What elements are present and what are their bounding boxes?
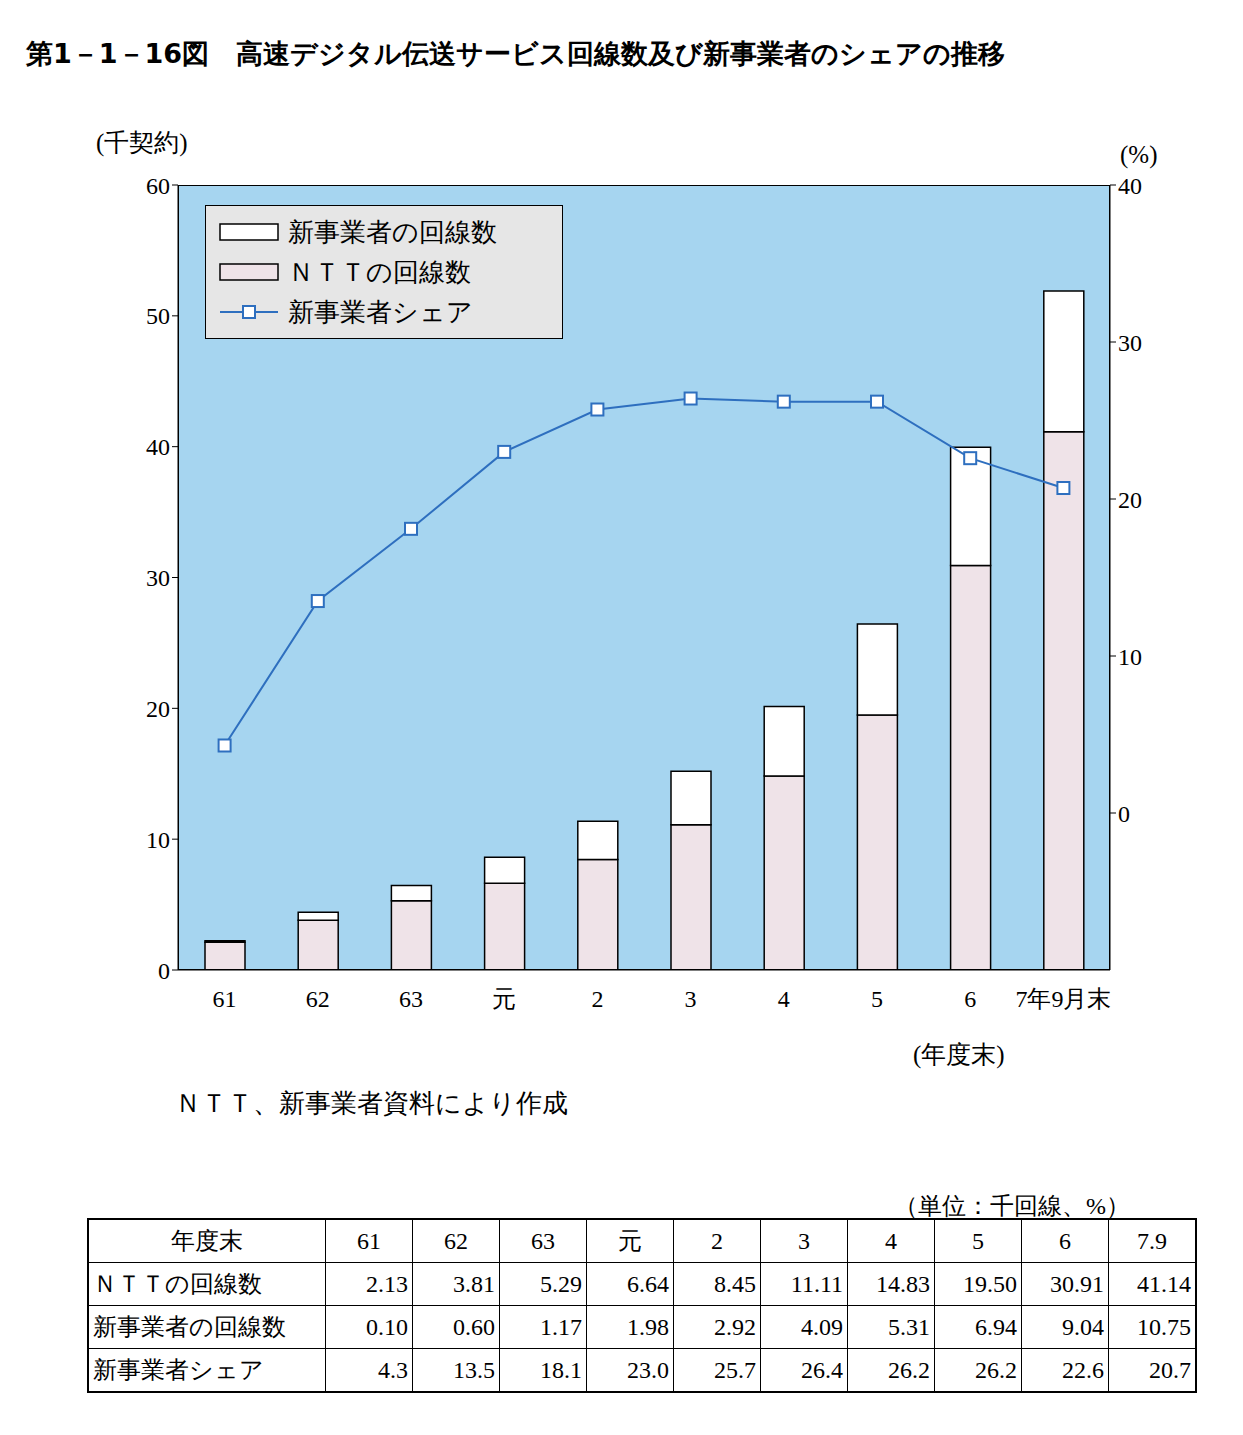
html-text:14.83: 14.83 xyxy=(876,1270,930,1297)
html-text:4.3: 4.3 xyxy=(378,1356,408,1383)
html-text:63: 63 xyxy=(531,1227,555,1254)
html-text:7.9: 7.9 xyxy=(1137,1227,1167,1254)
svg-text:20: 20 xyxy=(146,696,170,722)
html-text:年度末: 年度末 xyxy=(171,1228,243,1254)
html-text:23.0: 23.0 xyxy=(627,1356,669,1383)
html-text:6: 6 xyxy=(1059,1227,1071,1254)
html-text:新事業者シェア: 新事業者シェア xyxy=(288,297,473,327)
html-text:0.10: 0.10 xyxy=(366,1313,408,1340)
svg-text:4: 4 xyxy=(778,986,790,1012)
svg-text:62: 62 xyxy=(306,986,330,1012)
html-text:1.98: 1.98 xyxy=(627,1313,669,1340)
html-text:9.04: 9.04 xyxy=(1062,1313,1104,1340)
html-text:62: 62 xyxy=(444,1227,468,1254)
svg-text:50: 50 xyxy=(146,303,170,329)
html-text:1.17: 1.17 xyxy=(540,1313,582,1340)
svg-text:63: 63 xyxy=(399,986,423,1012)
svg-text:30: 30 xyxy=(1118,330,1142,356)
html-text:(年度末): (年度末) xyxy=(913,1041,1005,1068)
html-text:5.31: 5.31 xyxy=(888,1313,930,1340)
svg-text:0: 0 xyxy=(158,958,170,984)
html-text:5.29: 5.29 xyxy=(540,1270,582,1297)
html-text:61: 61 xyxy=(357,1227,381,1254)
html-text:(千契約): (千契約) xyxy=(96,129,188,156)
html-text:19.50: 19.50 xyxy=(963,1270,1017,1297)
svg-text:7年9月末: 7年9月末 xyxy=(1015,986,1111,1012)
svg-text:6: 6 xyxy=(964,986,976,1012)
svg-text:5: 5 xyxy=(871,986,883,1012)
html-text:4: 4 xyxy=(885,1227,897,1254)
html-text:3: 3 xyxy=(798,1227,810,1254)
svg-text:60: 60 xyxy=(146,173,170,199)
html-text:2.92: 2.92 xyxy=(714,1313,756,1340)
html-text:新事業者シェア: 新事業者シェア xyxy=(93,1357,264,1383)
svg-text:0: 0 xyxy=(1118,801,1130,827)
html-text:41.14: 41.14 xyxy=(1137,1270,1191,1297)
svg-text:40: 40 xyxy=(1118,173,1142,199)
html-text:6.94: 6.94 xyxy=(975,1313,1017,1340)
html-text:ＮＴＴの回線数: ＮＴＴの回線数 xyxy=(288,257,471,287)
html-text:6.64: 6.64 xyxy=(627,1270,669,1297)
html-text:（単位：千回線、%）: （単位：千回線、%） xyxy=(894,1193,1130,1219)
html-text:第1－1－16図 高速デジタル伝送サービス回線数及び新事業者: 第1－1－16図 高速デジタル伝送サービス回線数及び新事業者のシェアの推移 xyxy=(26,38,1006,69)
svg-text:40: 40 xyxy=(146,434,170,460)
html-text:ＮＴＴの回線数: ＮＴＴの回線数 xyxy=(93,1271,262,1297)
html-text:20.7: 20.7 xyxy=(1149,1356,1191,1383)
html-text:26.4: 26.4 xyxy=(801,1356,843,1383)
svg-text:2: 2 xyxy=(591,986,603,1012)
svg-text:元: 元 xyxy=(492,986,516,1012)
html-text:5: 5 xyxy=(972,1227,984,1254)
html-text:18.1: 18.1 xyxy=(540,1356,582,1383)
html-text:ＮＴＴ、新事業者資料により作成: ＮＴＴ、新事業者資料により作成 xyxy=(175,1089,568,1118)
html-text:26.2: 26.2 xyxy=(888,1356,930,1383)
html-text:4.09: 4.09 xyxy=(801,1313,843,1340)
html-text:3.81: 3.81 xyxy=(453,1270,495,1297)
html-text:25.7: 25.7 xyxy=(714,1356,756,1383)
html-text:13.5: 13.5 xyxy=(453,1356,495,1383)
svg-text:10: 10 xyxy=(146,827,170,853)
html-text:8.45: 8.45 xyxy=(714,1270,756,1297)
svg-text:3: 3 xyxy=(685,986,697,1012)
html-text:22.6: 22.6 xyxy=(1062,1356,1104,1383)
html-text:26.2: 26.2 xyxy=(975,1356,1017,1383)
html-text:11.11: 11.11 xyxy=(790,1270,843,1297)
svg-text:20: 20 xyxy=(1118,487,1142,513)
svg-text:61: 61 xyxy=(213,986,237,1012)
html-text:新事業者の回線数: 新事業者の回線数 xyxy=(288,217,497,247)
html-text:新事業者の回線数: 新事業者の回線数 xyxy=(93,1314,286,1340)
html-text:2.13: 2.13 xyxy=(366,1270,408,1297)
svg-text:10: 10 xyxy=(1118,644,1142,670)
html-text:0.60: 0.60 xyxy=(453,1313,495,1340)
html-text:30.91: 30.91 xyxy=(1050,1270,1104,1297)
html-text:元: 元 xyxy=(618,1228,642,1254)
svg-text:30: 30 xyxy=(146,565,170,591)
html-text:2: 2 xyxy=(711,1227,723,1254)
html-text:10.75: 10.75 xyxy=(1137,1313,1191,1340)
